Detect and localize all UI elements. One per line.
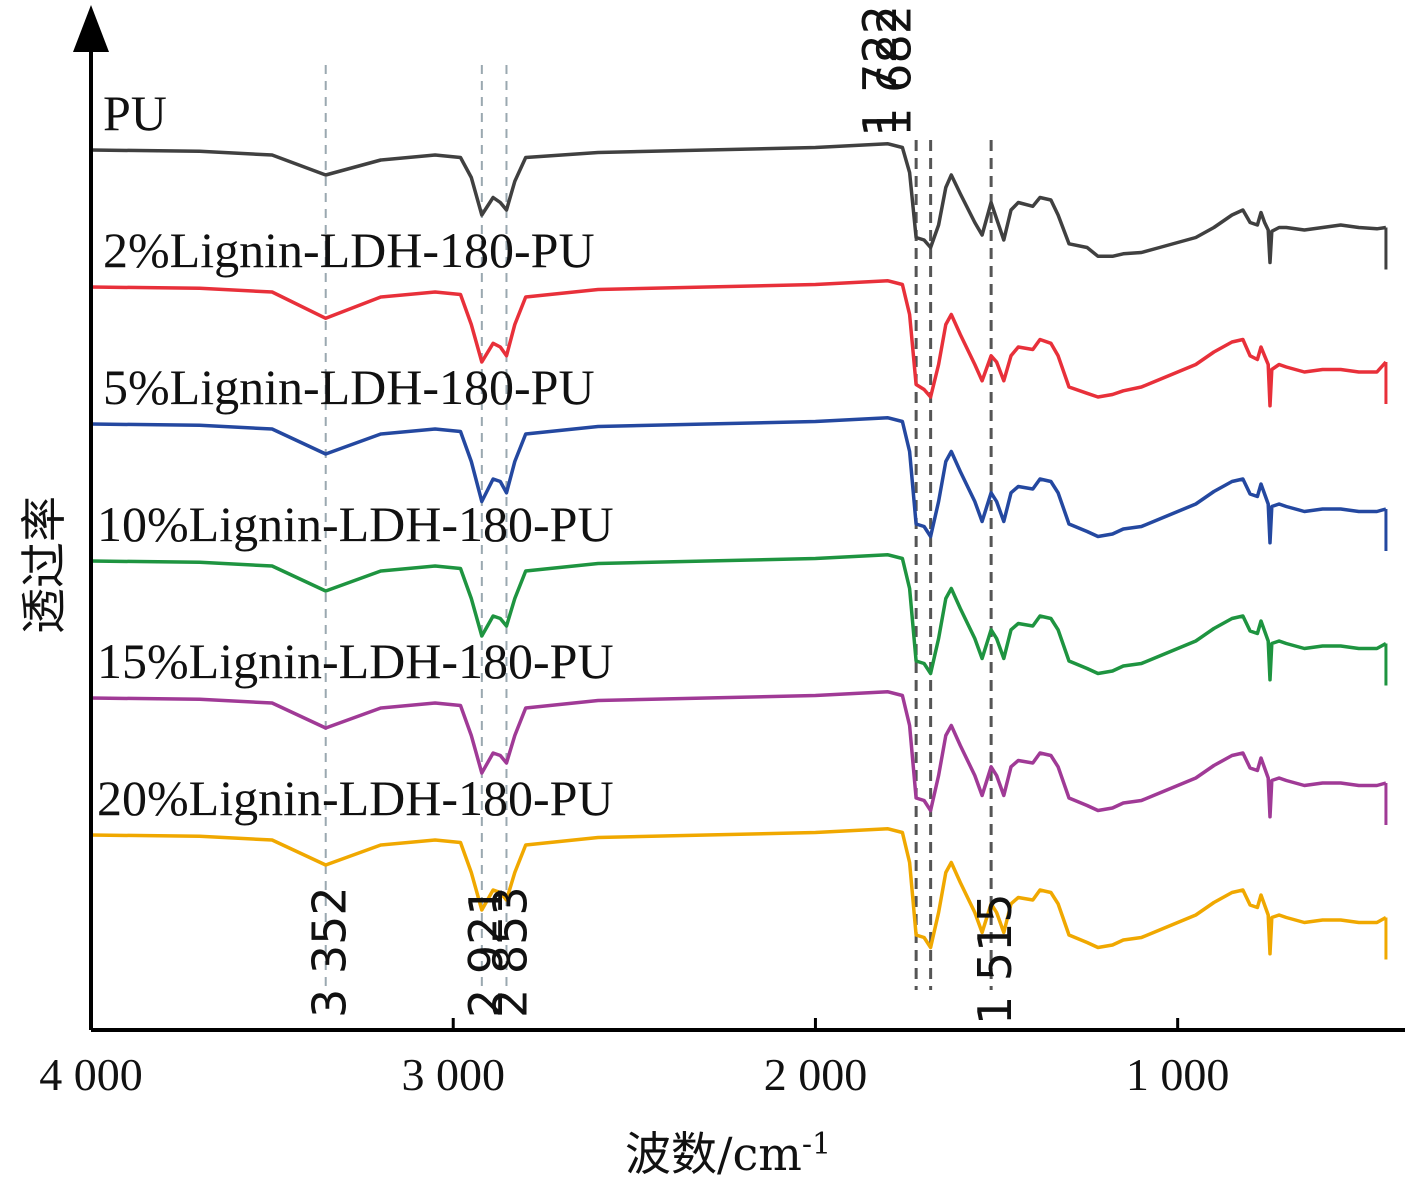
peak-label-0: 3 352 — [303, 886, 357, 1018]
peak-guide-lines — [324, 65, 993, 990]
x-ticks: 4 000 3 000 2 000 1 000 — [39, 1018, 1229, 1100]
peak-label-5: 1 515 — [968, 893, 1022, 1025]
series-line-0 — [90, 142, 1387, 265]
series-line-1 — [90, 279, 1388, 408]
axes — [73, 5, 1405, 1032]
x-axis-title-text: 波数/cm — [625, 1127, 802, 1181]
x-tick-label-2: 2 000 — [764, 1049, 868, 1100]
x-axis-title-superscript: -1 — [802, 1127, 831, 1162]
series-label-3: 10%Lignin-LDH-180-PU — [97, 496, 614, 552]
series-label-2: 5%Lignin-LDH-180-PU — [103, 359, 595, 415]
x-tick-label-1: 3 000 — [401, 1049, 505, 1100]
peak-label-4: 1 682 — [868, 5, 922, 137]
series-line-4 — [90, 690, 1387, 819]
series-labels: PU 2%Lignin-LDH-180-PU 5%Lignin-LDH-180-PU… — [97, 85, 614, 826]
x-tick-label-3: 1 000 — [1126, 1049, 1230, 1100]
series-label-5: 20%Lignin-LDH-180-PU — [97, 770, 614, 826]
peak-label-2: 2 853 — [483, 886, 537, 1018]
series-label-1: 2%Lignin-LDH-180-PU — [103, 222, 595, 278]
series-line-2 — [90, 416, 1387, 545]
series-label-0: PU — [103, 85, 167, 141]
y-axis-arrow — [73, 5, 109, 52]
series-line-5 — [90, 827, 1387, 956]
peak-label-3: 1 722 — [853, 5, 907, 137]
x-tick-label-0: 4 000 — [39, 1049, 143, 1100]
spectra-group — [90, 142, 1388, 960]
x-axis-title: 波数/cm-1 — [625, 1127, 831, 1181]
y-axis-title: 透过率 — [17, 496, 71, 634]
peak-label-1: 2 921 — [459, 886, 513, 1018]
series-label-4: 15%Lignin-LDH-180-PU — [97, 633, 614, 689]
series-line-3 — [90, 553, 1387, 682]
